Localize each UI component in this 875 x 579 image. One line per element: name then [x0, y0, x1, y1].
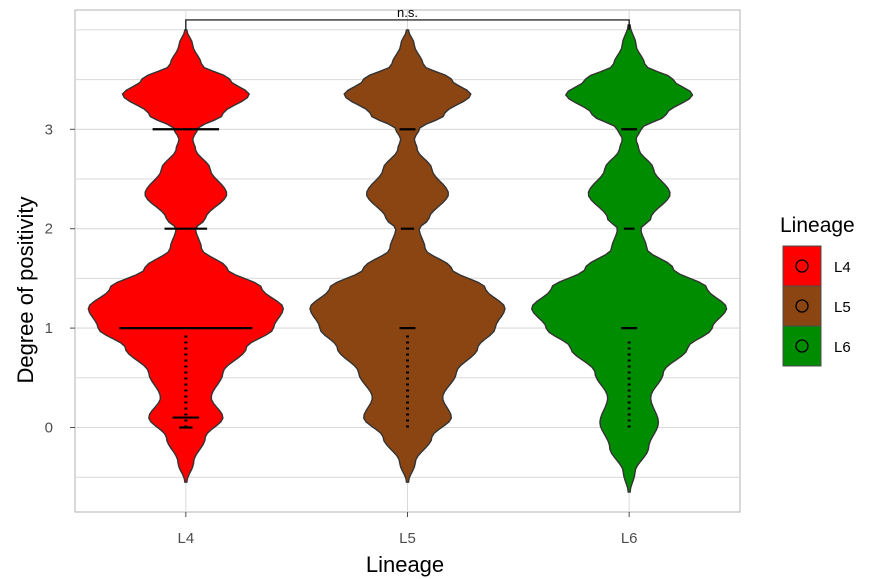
significance-label: n.s.: [397, 5, 418, 20]
violin-L6: [530, 24, 728, 493]
legend-label: L5: [834, 299, 851, 316]
y-tick-label: 2: [45, 221, 53, 238]
x-axis-ticks: L4 L5 L6: [177, 512, 638, 547]
x-tick-label: L6: [621, 530, 638, 547]
x-tick-label: L5: [399, 530, 416, 547]
x-tick-label: L4: [177, 530, 194, 547]
legend-key-symbol: [795, 339, 809, 353]
y-tick-label: 1: [45, 320, 53, 337]
y-tick-label: 3: [45, 121, 53, 138]
legend-key-symbol: [795, 259, 809, 273]
y-axis-title: Degree of positivity: [13, 196, 38, 383]
legend-title: Lineage: [780, 214, 855, 237]
violins: [87, 24, 728, 493]
violin-L4: [87, 29, 285, 483]
legend: Lineage L4 L5 L6: [780, 214, 855, 367]
annotations: n.s.: [185, 5, 630, 30]
y-axis-ticks: 0 1 2 3: [45, 121, 75, 437]
legend-label: L6: [834, 339, 851, 356]
legend-key-L4: [782, 245, 822, 287]
legend-label: L4: [834, 259, 851, 276]
legend-key-symbol: [795, 299, 809, 313]
x-axis-title: Lineage: [366, 552, 444, 577]
violin-L5: [309, 29, 506, 483]
y-tick-label: 0: [45, 420, 53, 437]
legend-key-L5: [782, 285, 822, 327]
significance-bracket: [185, 19, 630, 30]
legend-key-L6: [782, 325, 822, 367]
